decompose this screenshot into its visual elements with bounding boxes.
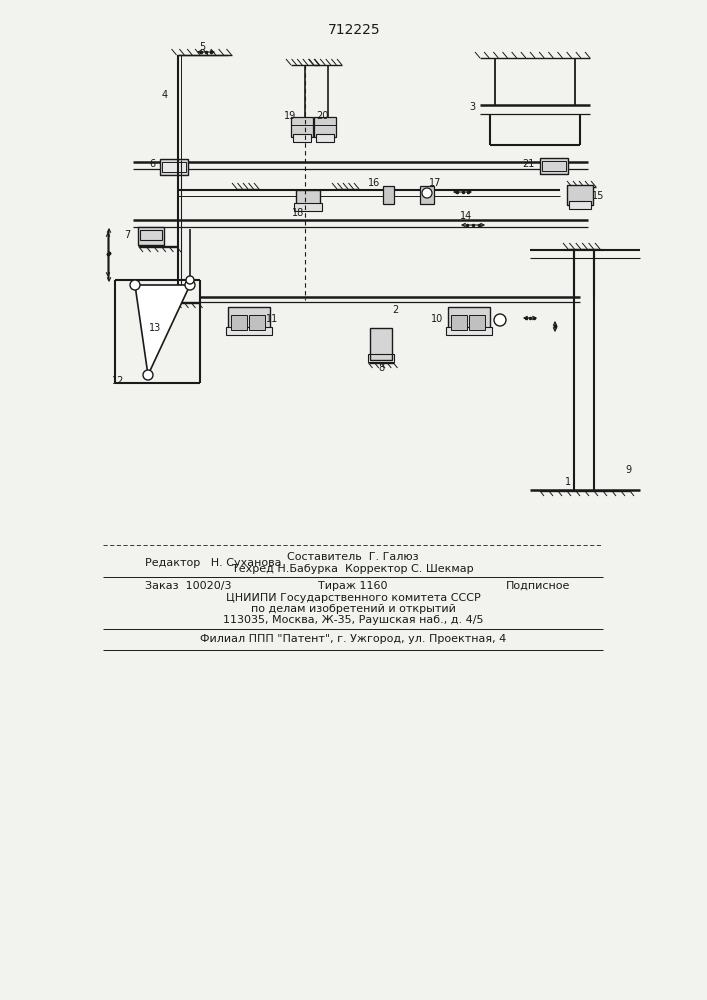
Text: 17: 17: [429, 178, 441, 188]
Text: 18: 18: [292, 208, 304, 218]
Text: 9: 9: [625, 465, 631, 475]
Bar: [231, 315, 247, 330]
Bar: [316, 134, 334, 142]
Bar: [451, 315, 467, 330]
Circle shape: [186, 276, 194, 284]
Bar: [567, 185, 593, 205]
Bar: [420, 186, 434, 204]
Bar: [469, 315, 485, 330]
Text: 1: 1: [565, 477, 571, 487]
Text: Составитель  Г. Галюз: Составитель Г. Галюз: [287, 552, 419, 562]
Text: 7: 7: [124, 230, 130, 240]
Text: 20: 20: [316, 111, 328, 121]
Bar: [368, 354, 394, 362]
Bar: [138, 227, 164, 245]
Text: 8: 8: [378, 363, 384, 373]
Circle shape: [185, 280, 195, 290]
Bar: [383, 186, 394, 204]
Text: Техред Н.Бабурка  Корректор С. Шекмар: Техред Н.Бабурка Корректор С. Шекмар: [232, 564, 474, 574]
Bar: [291, 117, 313, 137]
Text: Филиал ППП "Патент", г. Ужгород, ул. Проектная, 4: Филиал ППП "Патент", г. Ужгород, ул. Про…: [200, 634, 506, 644]
Bar: [296, 190, 320, 207]
Text: 3: 3: [469, 102, 475, 112]
Bar: [540, 158, 568, 174]
Text: 4: 4: [162, 90, 168, 100]
Text: 113035, Москва, Ж-35, Раушская наб., д. 4/5: 113035, Москва, Ж-35, Раушская наб., д. …: [223, 615, 484, 625]
Bar: [160, 159, 188, 175]
Text: 21: 21: [522, 159, 535, 169]
Polygon shape: [135, 285, 190, 375]
Bar: [542, 161, 566, 171]
Text: 712225: 712225: [327, 23, 380, 37]
Text: 6: 6: [149, 159, 155, 169]
Text: 13: 13: [149, 323, 161, 333]
Text: Подписное: Подписное: [506, 581, 570, 591]
Bar: [314, 117, 336, 137]
Text: 16: 16: [368, 178, 380, 188]
Text: ЦНИИПИ Государственного комитета СССР: ЦНИИПИ Государственного комитета СССР: [226, 593, 480, 603]
Text: Заказ  10020/3: Заказ 10020/3: [145, 581, 231, 591]
Text: 2: 2: [392, 305, 398, 315]
Bar: [294, 203, 322, 211]
Text: 15: 15: [592, 191, 604, 201]
Bar: [228, 307, 270, 332]
Bar: [446, 327, 492, 335]
Circle shape: [422, 188, 432, 198]
Text: 5: 5: [199, 42, 205, 52]
Bar: [162, 162, 186, 172]
Bar: [448, 307, 490, 332]
Bar: [370, 328, 392, 360]
Text: 14: 14: [460, 211, 472, 221]
Circle shape: [494, 314, 506, 326]
Text: Редактор   Н. Суханова: Редактор Н. Суханова: [145, 558, 281, 568]
Bar: [226, 327, 272, 335]
Bar: [140, 230, 162, 240]
Circle shape: [143, 370, 153, 380]
Text: 10: 10: [431, 314, 443, 324]
Bar: [293, 134, 311, 142]
Text: 11: 11: [266, 314, 278, 324]
Text: 12: 12: [112, 376, 124, 386]
Text: 19: 19: [284, 111, 296, 121]
Bar: [569, 201, 591, 209]
Bar: [249, 315, 265, 330]
Text: по делам изобретений и открытий: по делам изобретений и открытий: [250, 604, 455, 614]
Text: Тираж 1160: Тираж 1160: [318, 581, 387, 591]
Circle shape: [130, 280, 140, 290]
